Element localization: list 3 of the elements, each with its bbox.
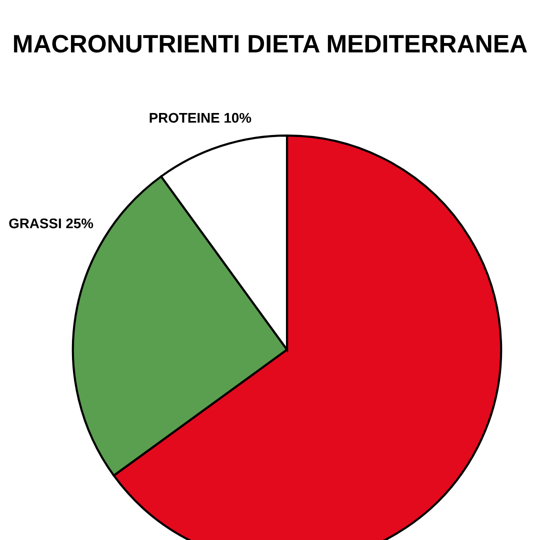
slice-label: PROTEINE 10% [150, 112, 252, 123]
chart-title: MACRONUTRIENTI DIETA MEDITERRANEA [14, 34, 527, 53]
slice-label: GRASSI 25% [9, 218, 94, 228]
